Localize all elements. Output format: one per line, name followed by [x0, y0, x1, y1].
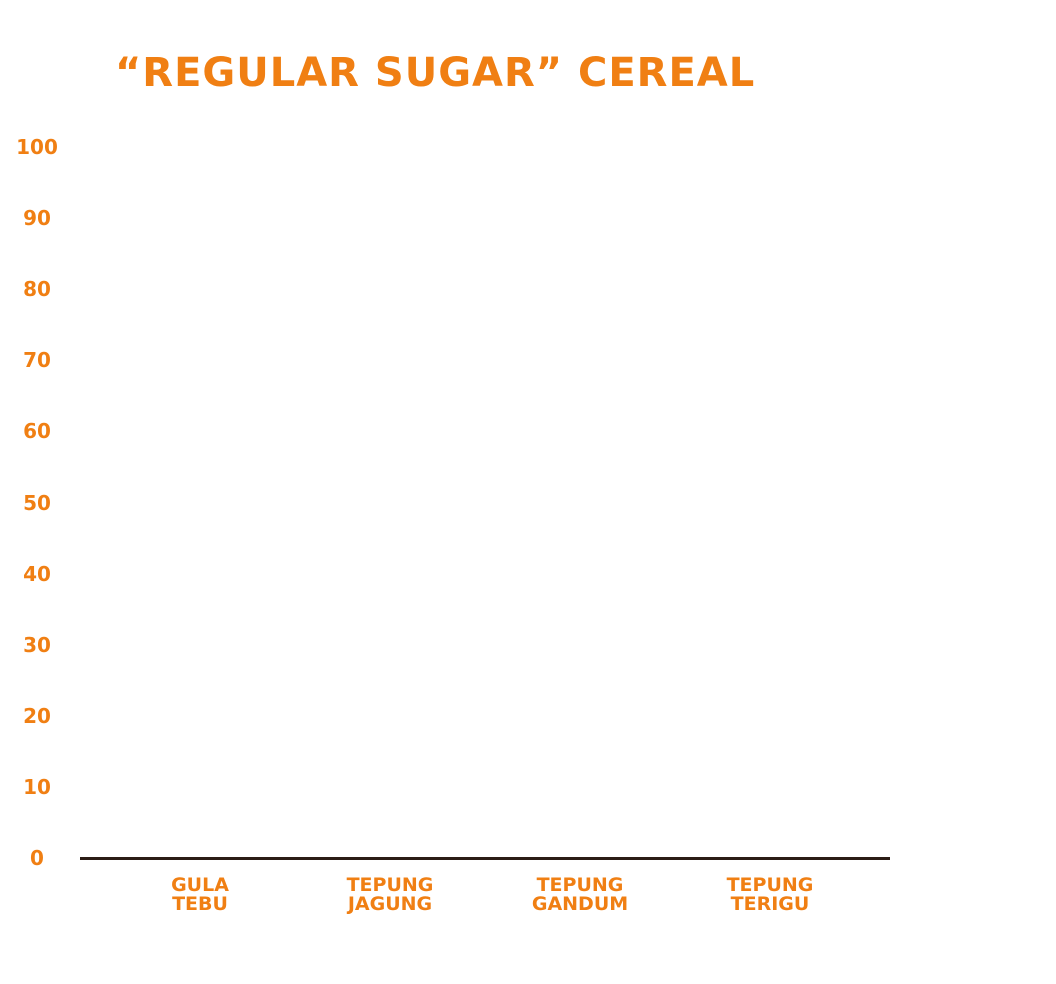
x-tick-label: GULA TEBU [171, 874, 229, 915]
y-tick-label: 0 [30, 846, 44, 870]
x-tick-label: TEPUNG JAGUNG [346, 874, 434, 915]
x-tick-label: TEPUNG TERIGU [726, 874, 814, 915]
y-tick-label: 10 [23, 774, 51, 799]
y-tick-label: 80 [23, 277, 51, 302]
y-tick-label: 100 [16, 135, 58, 159]
x-axis-line [80, 857, 890, 860]
y-tick-label: 70 [23, 348, 51, 373]
y-tick-label: 40 [23, 561, 51, 586]
chart-title: “REGULAR SUGAR” CEREAL [115, 50, 756, 96]
y-tick-label: 20 [23, 703, 51, 728]
y-tick-label: 90 [23, 206, 51, 231]
y-tick-label: 60 [23, 419, 51, 444]
y-tick-label: 50 [23, 490, 51, 515]
y-tick-label: 30 [23, 632, 51, 657]
x-tick-label: TEPUNG GANDUM [531, 874, 629, 915]
